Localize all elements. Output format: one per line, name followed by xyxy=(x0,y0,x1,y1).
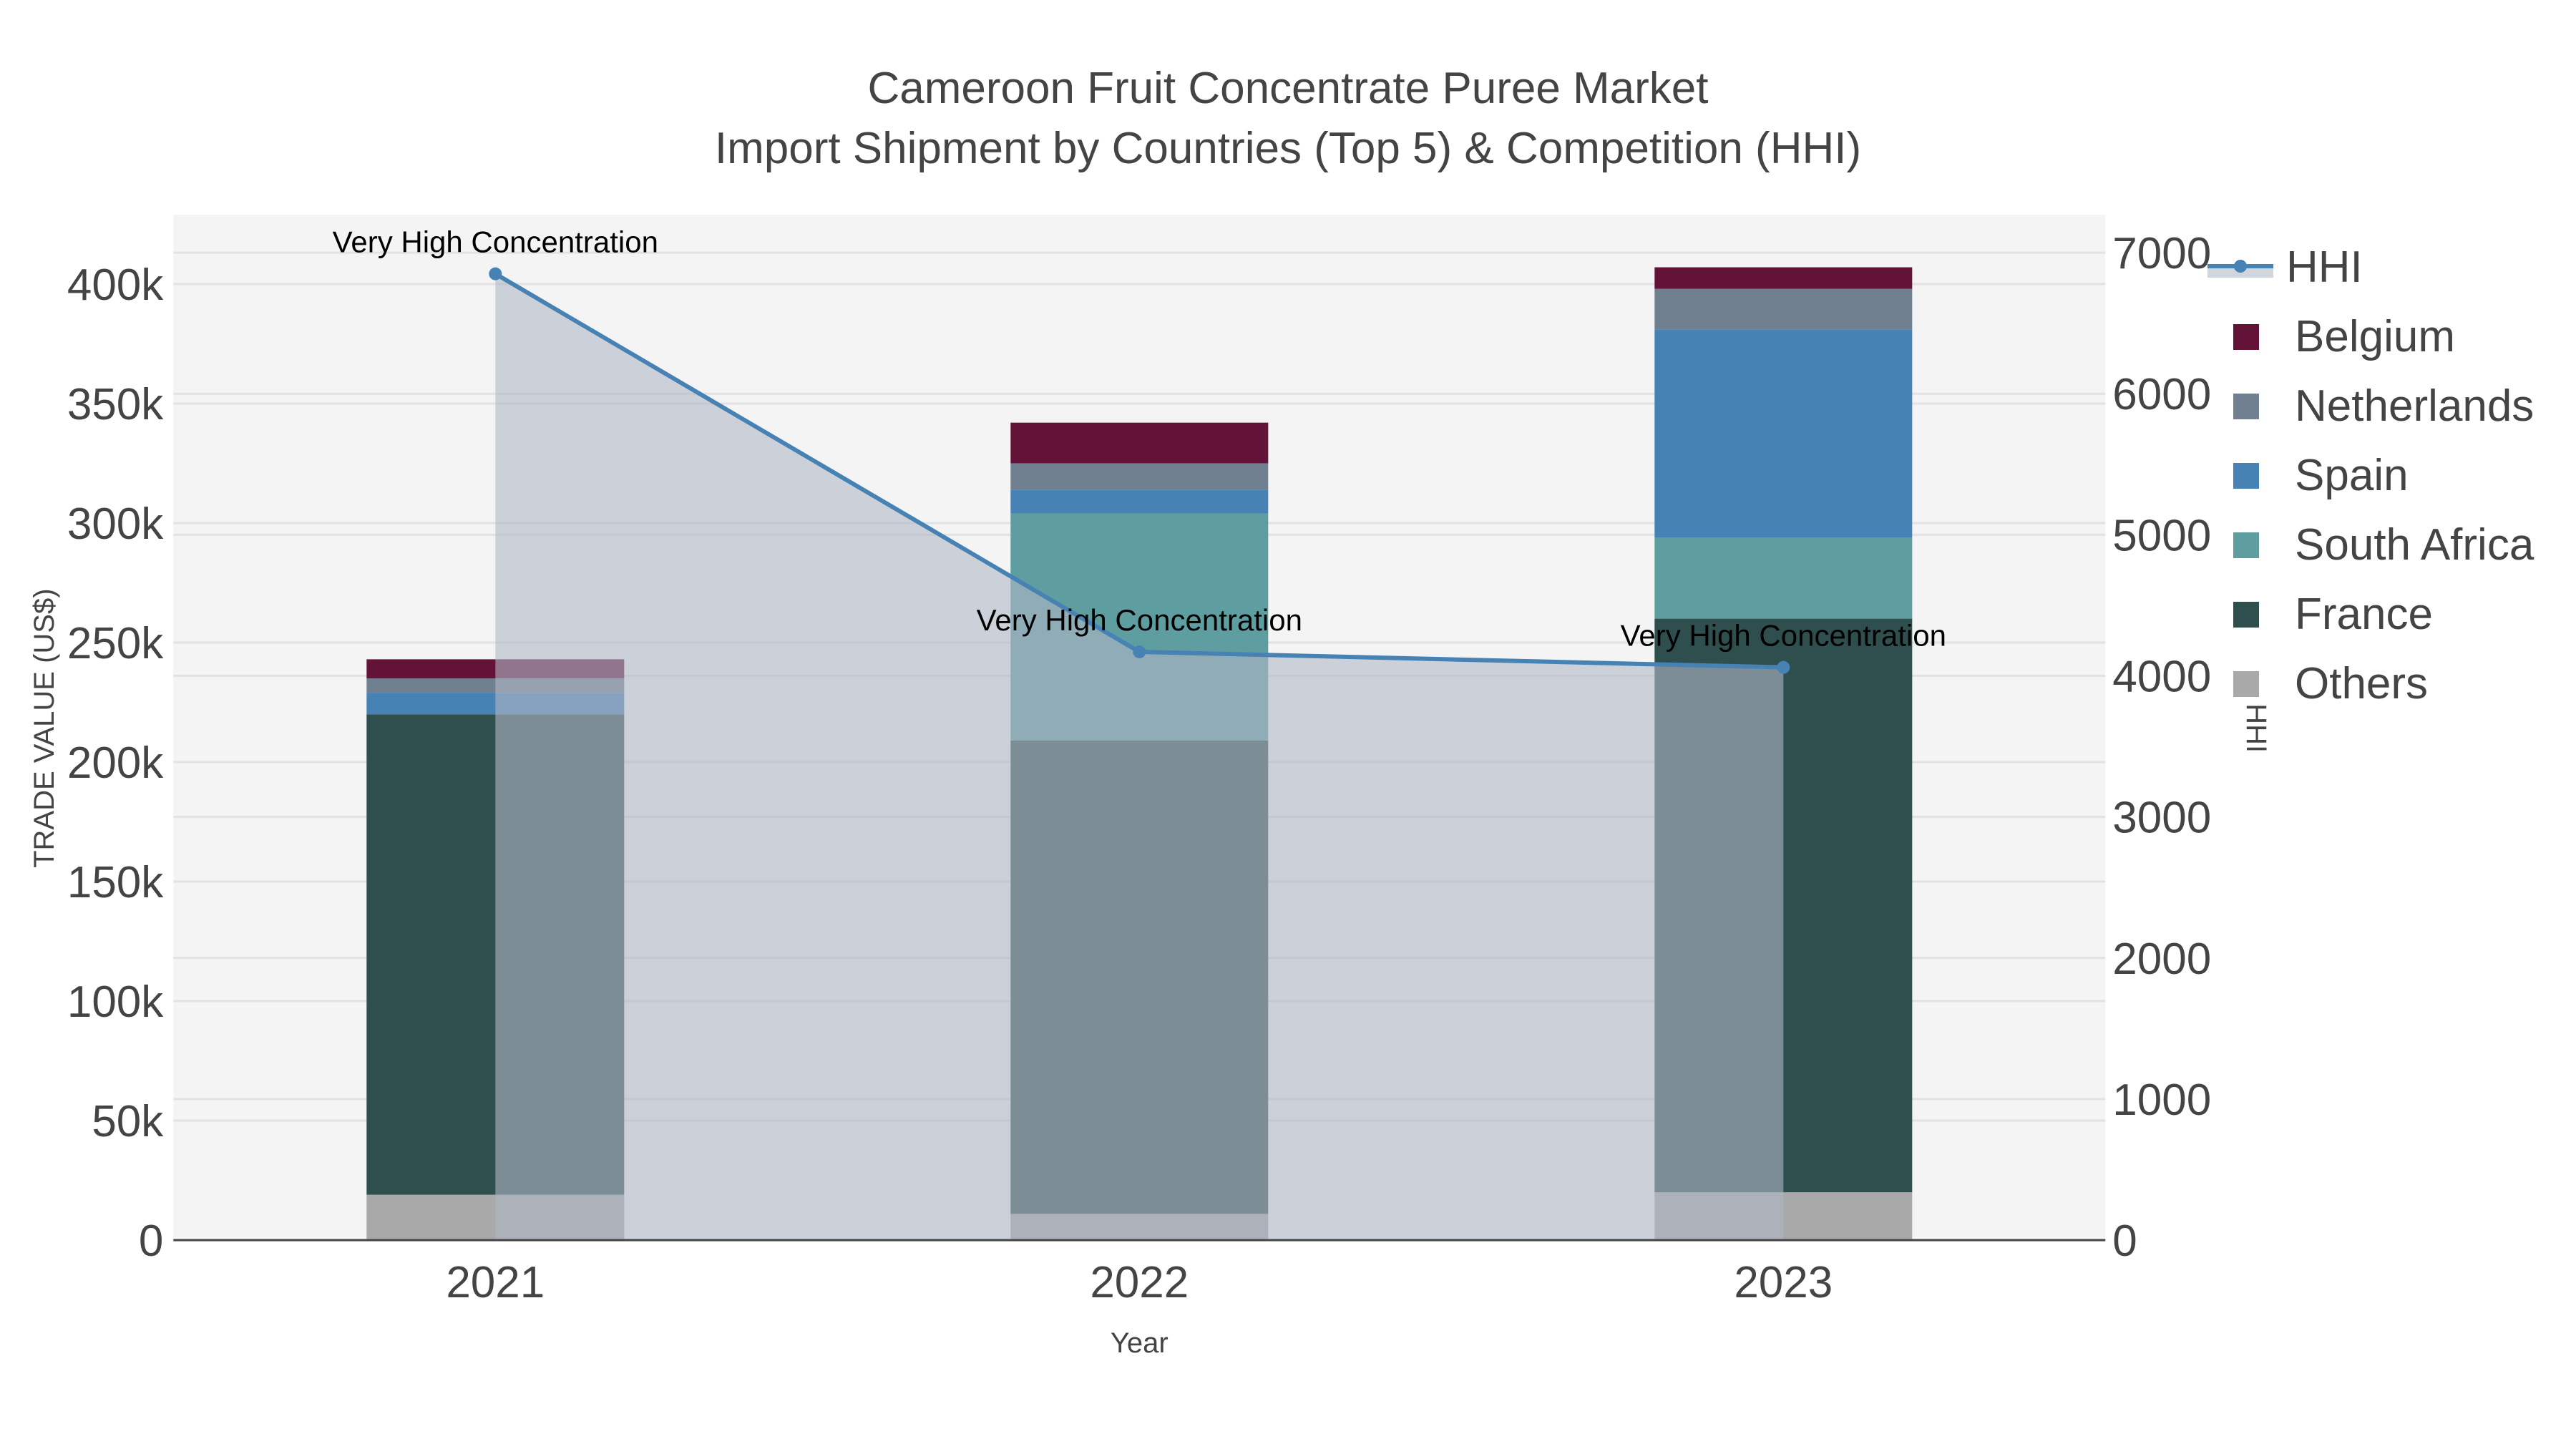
y-left-tick: 400k xyxy=(67,260,164,310)
legend-item-south-africa[interactable]: South Africa xyxy=(2207,510,2534,580)
legend-label: Others xyxy=(2295,659,2429,708)
hhi-series: Very High Concentration Very High Concent… xyxy=(333,225,1946,1241)
legend-label: Belgium xyxy=(2295,312,2455,361)
hhi-marker[interactable] xyxy=(1777,660,1790,674)
bar-segment-south-africa[interactable] xyxy=(1654,537,1913,619)
legend-label: South Africa xyxy=(2295,520,2534,570)
x-tick: 2021 xyxy=(446,1258,545,1307)
y-left-tick: 200k xyxy=(67,738,164,788)
legend-item-hhi[interactable]: HHI xyxy=(2207,233,2534,302)
y-right-tick: 0 xyxy=(2112,1216,2137,1266)
color-swatch-icon xyxy=(2233,393,2259,419)
bar-segment-belgium[interactable] xyxy=(1654,267,1913,289)
axes: 0 50k 100k 150k 200k 250k 300k 350k 400k 0 1000 200… xyxy=(29,229,2272,1359)
chart-title: Cameroon Fruit Concentrate Puree Market xyxy=(867,64,1709,113)
y-right-tick: 1000 xyxy=(2112,1075,2211,1125)
x-axis-title: Year xyxy=(1111,1327,1169,1359)
y-right-tick: 7000 xyxy=(2112,229,2211,278)
y-left-tick: 50k xyxy=(92,1097,164,1146)
hhi-annotation: Very High Concentration xyxy=(977,603,1302,637)
line-marker-icon xyxy=(2207,253,2273,282)
y-left-axis-title: TRADE VALUE (US$) xyxy=(29,588,60,867)
color-swatch-icon xyxy=(2233,462,2259,489)
legend-item-netherlands[interactable]: Netherlands xyxy=(2207,371,2534,441)
legend-label: Netherlands xyxy=(2295,381,2534,431)
legend-label: France xyxy=(2295,590,2433,639)
color-swatch-icon xyxy=(2233,532,2259,558)
y-right-axis-title: HHI xyxy=(2240,703,2272,753)
legend-item-belgium[interactable]: Belgium xyxy=(2207,302,2534,371)
legend-item-others[interactable]: Others xyxy=(2207,649,2534,718)
y-left-tick: 150k xyxy=(67,858,164,907)
y-right-tick: 5000 xyxy=(2112,511,2211,560)
legend-label: Spain xyxy=(2295,451,2409,500)
legend: HHI Belgium Netherlands Spain South Africa Fr… xyxy=(2207,233,2534,718)
hhi-marker[interactable] xyxy=(489,267,502,280)
bar-segment-belgium[interactable] xyxy=(1010,422,1269,464)
y-left-tick: 0 xyxy=(139,1216,163,1266)
bar-segment-netherlands[interactable] xyxy=(1010,463,1269,490)
y-left-tick: 350k xyxy=(67,380,164,429)
y-right-tick: 4000 xyxy=(2112,653,2211,702)
bar-segment-spain[interactable] xyxy=(1010,489,1269,514)
chart-subtitle: Import Shipment by Countries (Top 5) & C… xyxy=(714,124,1862,173)
hhi-annotation: Very High Concentration xyxy=(1621,619,1946,653)
hhi-marker[interactable] xyxy=(1133,645,1146,658)
y-left-tick: 100k xyxy=(67,977,164,1027)
y-right-tick: 2000 xyxy=(2112,935,2211,984)
color-swatch-icon xyxy=(2233,601,2259,628)
legend-item-spain[interactable]: Spain xyxy=(2207,441,2534,510)
y-right-tick: 6000 xyxy=(2112,370,2211,419)
y-right-tick: 3000 xyxy=(2112,794,2211,843)
legend-item-france[interactable]: France xyxy=(2207,580,2534,649)
bar-segment-netherlands[interactable] xyxy=(1654,288,1913,330)
bar-segment-spain[interactable] xyxy=(1654,329,1913,538)
hhi-area-fill xyxy=(495,273,1784,1241)
x-tick: 2022 xyxy=(1090,1258,1189,1307)
hhi-annotation: Very High Concentration xyxy=(333,225,658,259)
color-swatch-icon xyxy=(2233,323,2259,350)
y-left-tick: 250k xyxy=(67,619,164,668)
legend-label: HHI xyxy=(2286,243,2363,292)
x-tick: 2023 xyxy=(1734,1258,1833,1307)
color-swatch-icon xyxy=(2233,670,2259,697)
y-left-tick: 300k xyxy=(67,499,164,549)
